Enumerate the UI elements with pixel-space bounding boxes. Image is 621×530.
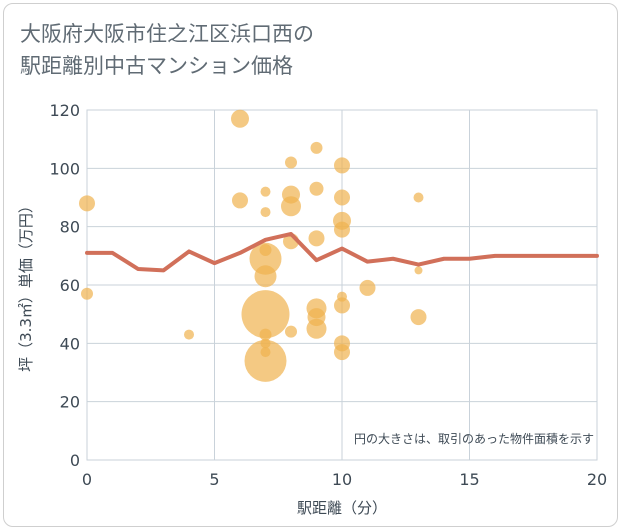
data-bubble [334,189,350,206]
data-bubble [244,339,287,382]
data-bubble [249,242,282,275]
y-tick-label: 120 [49,101,80,120]
data-bubble [79,195,95,212]
average-line-series [85,231,599,273]
data-bubble [260,207,271,218]
x-tick-label: 15 [459,470,479,489]
data-bubble [334,344,350,361]
data-bubble [231,109,249,128]
data-bubble [309,181,324,196]
data-bubble [285,156,297,169]
data-bubble [306,318,327,339]
data-bubble [260,186,271,197]
data-bubble [184,329,194,340]
data-bubble [359,279,376,296]
y-tick-label: 80 [60,218,80,237]
data-bubble [414,266,423,275]
data-bubble [334,157,350,174]
y-tick-label: 0 [70,451,80,470]
data-bubble [259,328,272,341]
x-axis-label: 駅距離（分） [297,499,387,517]
x-tick-label: 5 [209,470,219,489]
data-bubble [241,290,290,339]
data-bubble [232,192,248,209]
data-bubble [334,297,350,314]
x-tick-label: 0 [82,470,92,489]
x-tick-label: 10 [332,470,352,489]
axis-ticks: 0 20 40 60 80 100 120 0 5 10 15 20 [49,101,607,489]
x-tick-label: 20 [587,470,607,489]
data-bubble [410,309,427,326]
y-tick-label: 40 [60,334,80,353]
data-bubble [281,196,301,217]
data-bubble [413,192,424,203]
average-price-line [85,231,599,273]
data-bubble [254,265,277,288]
data-bubble [81,287,93,300]
data-bubble [334,221,350,238]
y-tick-label: 100 [49,159,80,178]
data-bubble [285,325,297,338]
y-tick-label: 20 [60,393,80,412]
bubble-size-note: 円の大きさは、取引のあった物件面積を示す [354,431,594,446]
chart-title: 大阪府大阪市住之江区浜口西の 駅距離別中古マンション価格 [20,18,314,82]
y-axis-label: 坪（3.3㎡）単価（万円） [17,198,35,372]
y-tick-label: 60 [60,276,80,295]
bubble-series [79,109,427,382]
data-bubble [310,141,323,154]
data-bubble [308,230,325,247]
chart-title-line-2: 駅距離別中古マンション価格 [20,54,293,78]
chart-title-line-1: 大阪府大阪市住之江区浜口西の [20,22,314,46]
